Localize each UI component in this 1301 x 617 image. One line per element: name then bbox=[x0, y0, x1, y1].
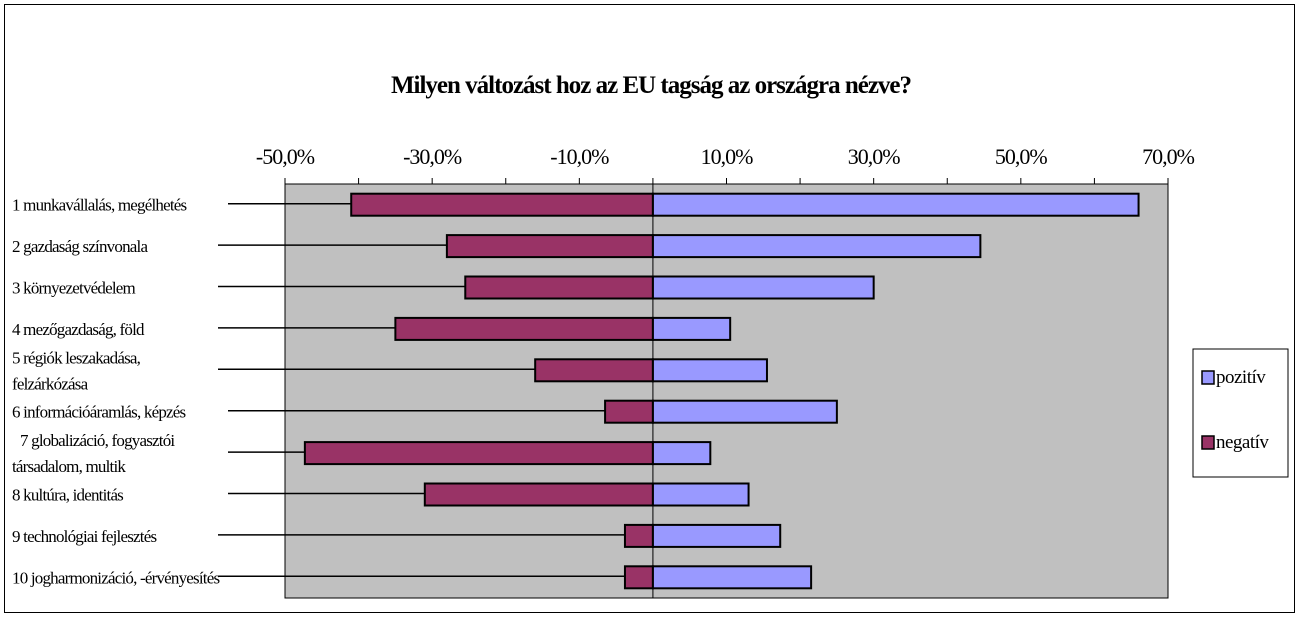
x-tick-label: -50,0% bbox=[256, 144, 315, 169]
bar-negativ bbox=[464, 275, 654, 300]
category-label: 6 információáramlás, képzés bbox=[12, 403, 186, 422]
category-label: 9 technológiai fejlesztés bbox=[12, 527, 156, 546]
legend-label: negatív bbox=[1216, 432, 1269, 453]
bar-negativ bbox=[623, 523, 654, 548]
category-group: 9 technológiai fejlesztés bbox=[12, 523, 782, 548]
bar-pozitiv bbox=[651, 482, 750, 507]
bar-pozitiv bbox=[651, 399, 838, 424]
x-tick-label: 70,0% bbox=[1142, 144, 1195, 169]
x-tick-label: -10,0% bbox=[550, 144, 609, 169]
category-label: 1 munkavállalás, megélhetés bbox=[12, 196, 186, 215]
legend: pozitív negatív bbox=[1192, 348, 1289, 478]
category-label: 8 kultúra, identitás bbox=[12, 486, 123, 505]
category-label: 2 gazdaság színvonala bbox=[12, 237, 148, 256]
category-group: 6 információáramlás, képzés bbox=[12, 399, 838, 424]
bar-pozitiv bbox=[651, 358, 768, 383]
legend-label: pozitív bbox=[1216, 367, 1266, 388]
category-group: 2 gazdaság színvonala bbox=[12, 234, 982, 259]
bar-pozitiv bbox=[651, 565, 813, 590]
bar-negativ bbox=[534, 358, 654, 383]
category-label: 3 környezetvédelem bbox=[12, 279, 136, 298]
category-group: 4 mezőgazdaság, föld bbox=[12, 316, 732, 341]
bar-negativ bbox=[303, 441, 654, 466]
bar-negativ bbox=[623, 565, 654, 590]
category-group: 7 globalizáció, fogyasztói társadalom, mu… bbox=[12, 431, 712, 476]
category-label: 7 globalizáció, fogyasztói társadalom, mu… bbox=[12, 431, 175, 476]
bar-negativ bbox=[445, 234, 654, 259]
bar-negativ bbox=[394, 316, 654, 341]
category-label: 5 régiók leszakadása, felzárkózása bbox=[12, 348, 141, 393]
bar-pozitiv bbox=[651, 192, 1140, 217]
x-tick-label: 30,0% bbox=[848, 144, 901, 169]
category-group: 3 környezetvédelem bbox=[12, 275, 875, 300]
bar-pozitiv bbox=[651, 523, 782, 548]
x-tick-label: 50,0% bbox=[995, 144, 1048, 169]
x-tick-label: -30,0% bbox=[403, 144, 462, 169]
bar-negativ bbox=[604, 399, 654, 424]
legend-swatch bbox=[1201, 435, 1215, 450]
category-group: 10 jogharmonizáció, -érvényesítés bbox=[12, 565, 813, 590]
category-label: 10 jogharmonizáció, -érvényesítés bbox=[12, 568, 219, 587]
bar-pozitiv bbox=[651, 234, 982, 259]
category-label: 4 mezőgazdaság, föld bbox=[12, 320, 145, 339]
plot-area: -50,0% -30,0% -10,0% 10,0% 30,0% 50,0% 70,0% 1 … bbox=[12, 144, 1196, 599]
bar-pozitiv bbox=[651, 316, 732, 341]
bar-negativ bbox=[423, 482, 654, 507]
chart-title: Milyen változást hoz az EU tagság az ors… bbox=[391, 72, 912, 99]
category-group: 8 kultúra, identitás bbox=[12, 482, 750, 507]
bar-negativ bbox=[350, 192, 654, 217]
category-group: 1 munkavállalás, megélhetés bbox=[12, 192, 1140, 217]
legend-swatch bbox=[1201, 370, 1215, 385]
x-tick-label: 10,0% bbox=[701, 144, 754, 169]
bar-pozitiv bbox=[651, 275, 875, 300]
bar-pozitiv bbox=[651, 441, 712, 466]
category-group: 5 régiók leszakadása, felzárkózása bbox=[12, 348, 768, 393]
